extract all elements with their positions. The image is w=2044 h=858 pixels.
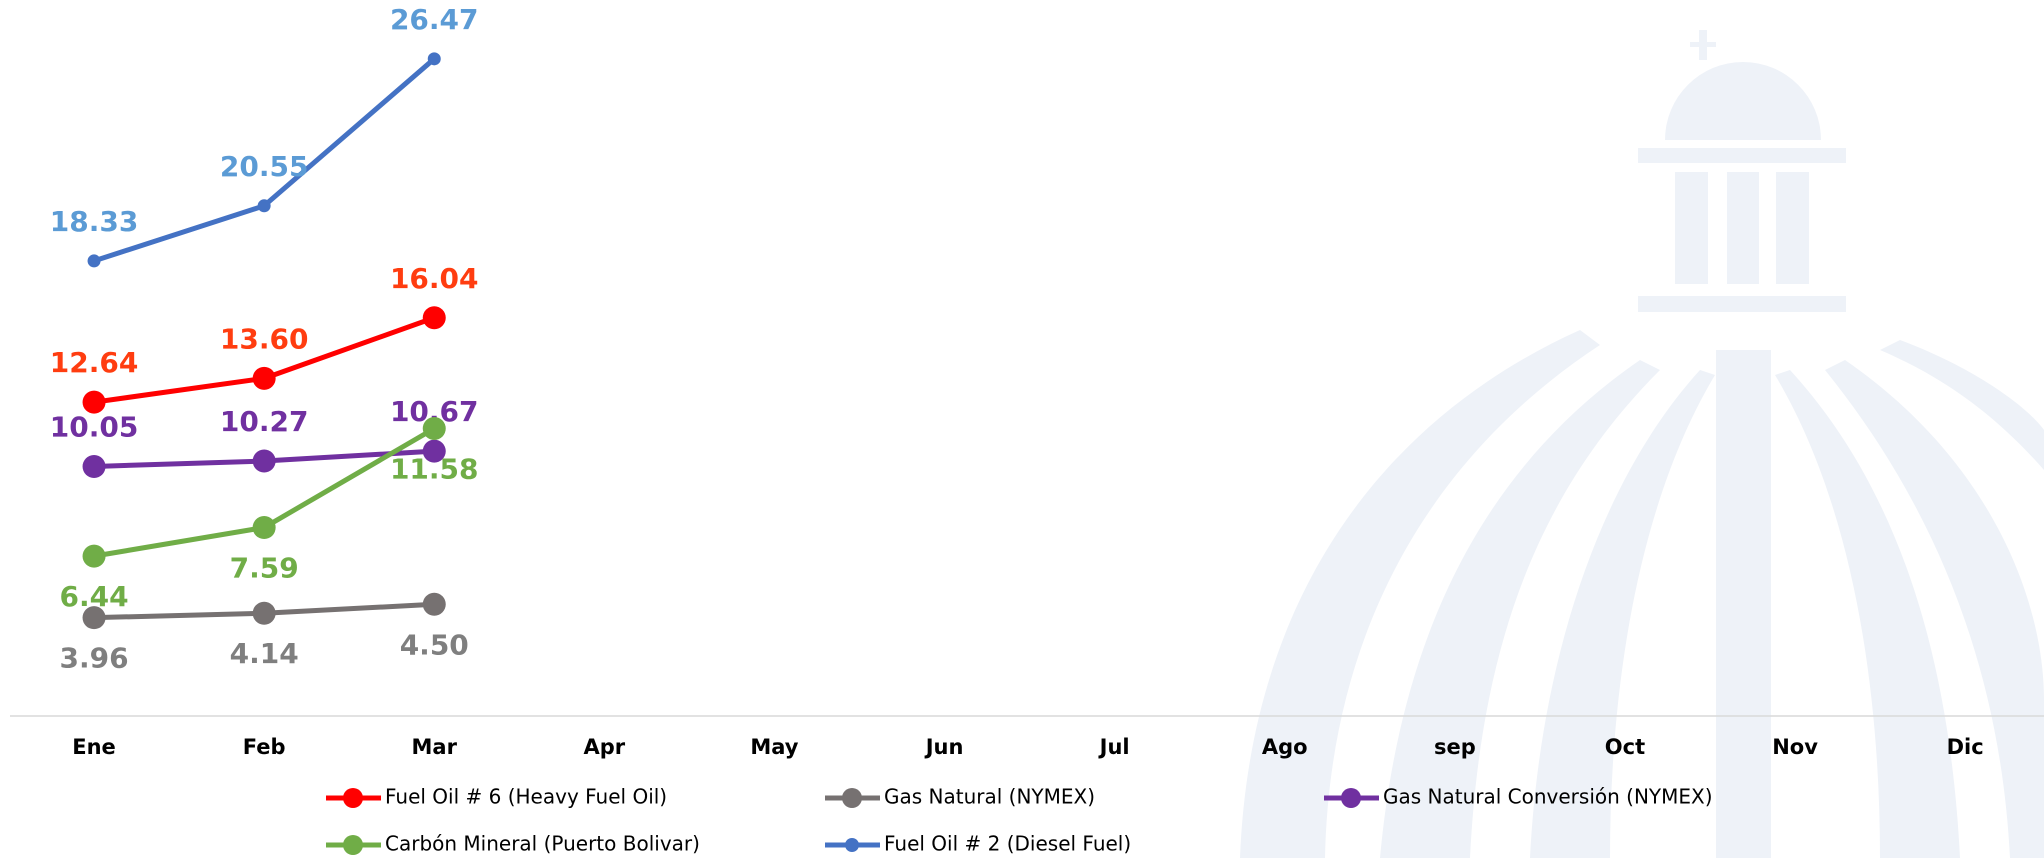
marker <box>83 545 106 568</box>
marker <box>428 52 441 65</box>
x-tick-label: Nov <box>1772 735 1818 759</box>
x-tick-label: sep <box>1434 735 1476 759</box>
legend-label: Gas Natural (NYMEX) <box>884 785 1095 809</box>
marker <box>253 602 276 625</box>
data-label: 20.55 <box>220 150 309 183</box>
legend-swatch-marker <box>1341 788 1361 808</box>
page: {"chart_data": {"type": "line", "categor… <box>0 0 2044 858</box>
chart: Ene Feb Mar Apr May Jun Jul Ago sep Oct Nov Dic 12.6… <box>0 0 2044 858</box>
data-label: 18.33 <box>50 205 139 238</box>
data-label: 10.27 <box>220 405 309 438</box>
data-label: 11.58 <box>390 452 479 485</box>
legend-swatch-marker <box>343 788 363 808</box>
legend-label: Gas Natural Conversión (NYMEX) <box>1383 785 1713 809</box>
data-label: 4.14 <box>230 637 299 670</box>
marker <box>253 516 276 539</box>
x-tick-label: Feb <box>243 735 286 759</box>
data-label: 16.04 <box>390 262 479 295</box>
data-label: 12.64 <box>50 346 139 379</box>
x-tick-label: Mar <box>412 735 458 759</box>
watermark <box>1240 30 2044 858</box>
x-tick-label: May <box>750 735 798 759</box>
marker <box>253 367 276 390</box>
x-tick-label: Jun <box>924 735 964 759</box>
marker <box>258 199 271 212</box>
x-tick-label: Oct <box>1605 735 1645 759</box>
data-label: 13.60 <box>220 322 309 355</box>
marker <box>423 593 446 616</box>
x-tick-label: Dic <box>1947 735 1984 759</box>
data-label: 4.50 <box>400 628 469 661</box>
marker <box>423 417 446 440</box>
x-tick-label: Apr <box>584 735 626 759</box>
x-tick-label: Ago <box>1262 735 1308 759</box>
data-label: 7.59 <box>230 552 299 585</box>
legend-label: Fuel Oil # 2 (Diesel Fuel) <box>884 832 1131 856</box>
marker <box>423 306 446 329</box>
legend-label: Fuel Oil # 6 (Heavy Fuel Oil) <box>385 785 667 809</box>
data-label: 26.47 <box>390 3 479 36</box>
data-label: 3.96 <box>60 642 129 675</box>
x-tick-label: Jul <box>1098 735 1130 759</box>
legend-swatch-marker <box>842 788 862 808</box>
data-label: 6.44 <box>60 580 129 613</box>
data-label: 10.05 <box>50 410 139 443</box>
legend-swatch-marker <box>343 835 363 855</box>
marker <box>253 450 276 473</box>
legend-label: Carbón Mineral (Puerto Bolivar) <box>385 832 700 856</box>
marker <box>83 455 106 478</box>
legend-swatch-marker <box>845 838 859 852</box>
x-tick-label: Ene <box>72 735 116 759</box>
marker <box>88 254 101 267</box>
